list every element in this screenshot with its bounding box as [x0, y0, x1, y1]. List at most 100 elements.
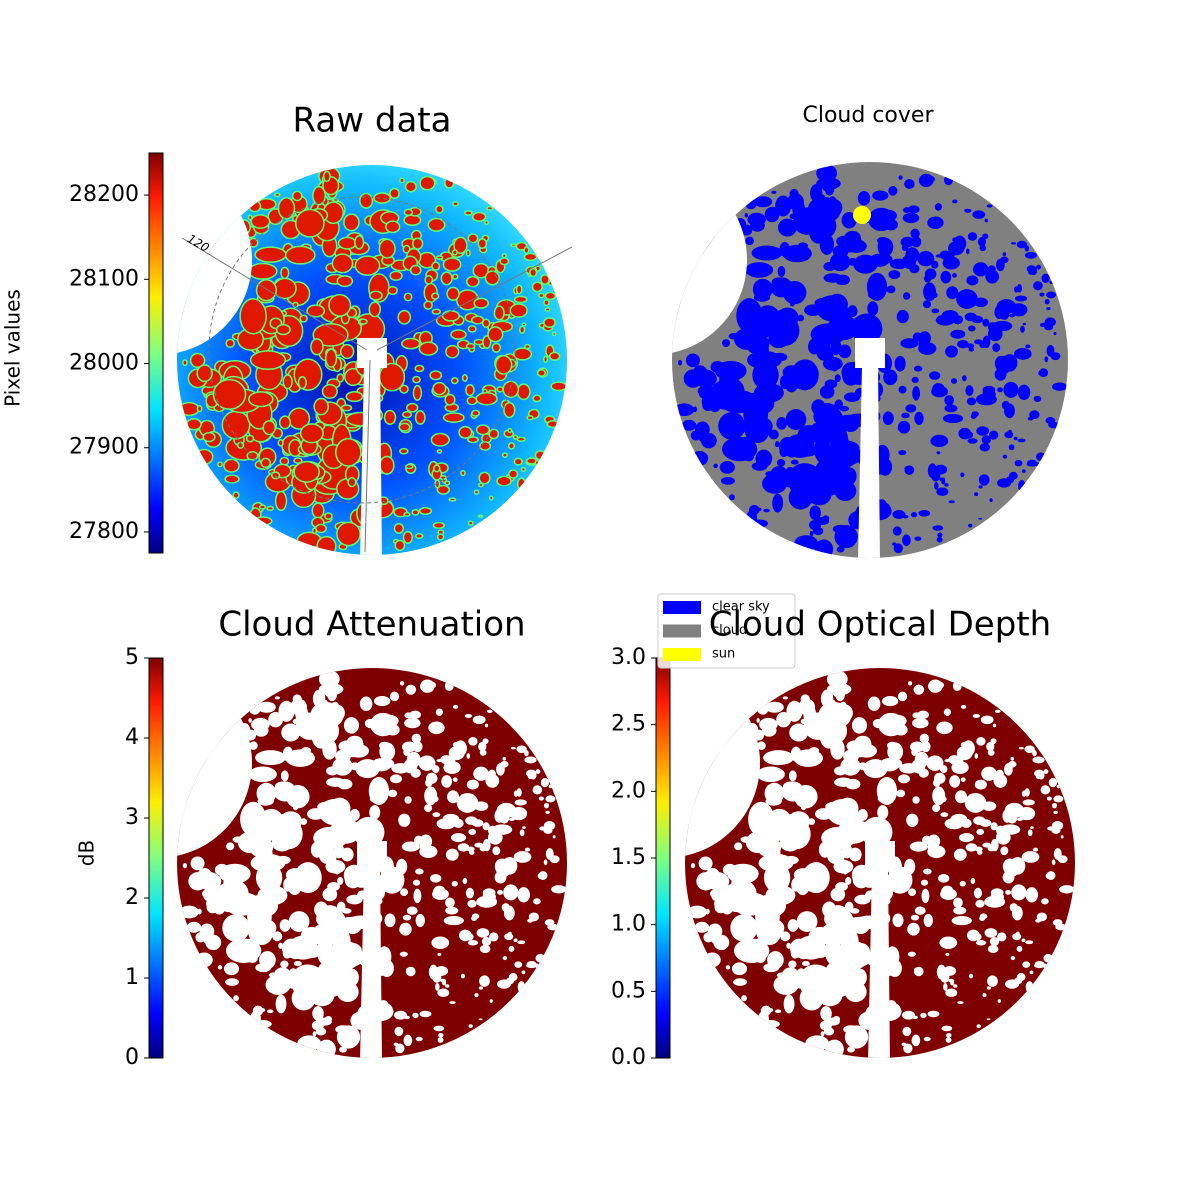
cloud-patch: [771, 190, 777, 194]
cloud-patch: [1046, 291, 1057, 299]
cloud-patch: [275, 323, 291, 336]
cloud-patch: [224, 474, 240, 484]
cloud-patch: [1021, 469, 1026, 473]
cloud-patch: [282, 374, 293, 390]
cloud-patch: [901, 412, 910, 419]
cloud-patch: [863, 759, 888, 779]
cloud-patch: [997, 478, 1012, 488]
cloud-patch: [249, 507, 262, 525]
cloud-patch: [322, 738, 337, 760]
cloud-patch: [965, 385, 974, 397]
cloud-patch: [536, 369, 547, 377]
cloud-patch: [809, 505, 821, 521]
horizon-mask: [177, 165, 242, 210]
cloud-patch: [831, 705, 852, 727]
cloud-patch: [335, 437, 362, 467]
cloud-patch: [225, 338, 235, 349]
cloud-patch: [513, 938, 518, 943]
cloud-patch: [1044, 356, 1049, 363]
cloud-patch: [841, 212, 857, 229]
cloud-patch: [1022, 799, 1035, 806]
cloud-patch: [932, 525, 944, 531]
cloud-patch: [294, 208, 325, 238]
cloud-patch: [467, 899, 477, 908]
cloud-patch: [481, 318, 491, 329]
cloud-patch: [830, 887, 846, 902]
cloud-patch: [752, 278, 773, 300]
cloud-patch: [789, 188, 799, 198]
cloud-patch: [1044, 317, 1056, 327]
cloud-patch: [1022, 322, 1027, 326]
cloud-patch: [692, 406, 698, 413]
cloud-patch: [753, 196, 773, 208]
cloud-patch: [923, 274, 932, 283]
cloud-patch: [943, 982, 948, 991]
cloud-patch: [966, 275, 979, 286]
cloud-patch: [1005, 889, 1012, 895]
cloud-patch: [1053, 810, 1058, 814]
colorbar: [148, 152, 164, 554]
cloud-patch: [196, 405, 203, 413]
cloud-patch: [779, 975, 788, 982]
cloud-patch: [718, 412, 746, 440]
cloud-patch: [521, 322, 527, 327]
cloud-patch: [1011, 905, 1023, 921]
cloud-patch: [836, 546, 845, 553]
cloud-patch: [1057, 855, 1068, 864]
cloud-patch: [920, 1012, 927, 1018]
cloud-patch: [471, 409, 481, 417]
cloud-patch: [774, 1009, 782, 1014]
cloud-patch: [756, 894, 781, 910]
cloud-patch: [882, 695, 899, 707]
cloud-patch: [447, 790, 460, 804]
cloud-patch: [725, 965, 731, 970]
cloud-patch: [974, 753, 979, 759]
cloud-patch: [1025, 981, 1034, 994]
cloud-patch: [288, 911, 310, 932]
cloud-patch: [484, 723, 489, 728]
cloud-patch: [802, 862, 830, 894]
cloud-patch: [801, 805, 806, 811]
cloud-patch: [746, 510, 758, 526]
cloud-patch: [787, 919, 799, 932]
cloud-patch: [478, 471, 491, 485]
cloud-patch: [437, 952, 442, 956]
cloud-patch: [742, 436, 750, 443]
cloud-patch: [307, 808, 325, 820]
cloud-patch: [476, 928, 490, 938]
cloud-patch: [923, 868, 932, 875]
cloud-patch: [259, 1008, 266, 1013]
cloud-patch: [299, 314, 308, 323]
cloud-patch: [1041, 273, 1050, 283]
cloud-patch: [849, 908, 860, 914]
cloud-patch: [982, 993, 987, 998]
cloud-patch: [249, 703, 261, 715]
cloud-patch: [1050, 352, 1061, 361]
cloud-patch: [957, 1001, 964, 1005]
cloud-patch: [912, 386, 921, 401]
cloud-patch: [834, 374, 841, 383]
cloud-patch: [316, 535, 337, 555]
colorbar-tick-label: 5: [125, 645, 139, 670]
cloud-patch: [419, 1010, 432, 1018]
cloud-patch: [1043, 953, 1053, 963]
cloud-patch: [1013, 436, 1018, 441]
cloud-patch: [471, 211, 487, 222]
cloud-patch: [405, 967, 413, 972]
cloud-patch: [512, 434, 519, 440]
cloud-patch: [997, 387, 1004, 393]
cloud-patch: [986, 741, 995, 752]
cloud-patch: [443, 916, 464, 926]
cloud-patch: [971, 411, 979, 417]
colorbar-tick-label: 2.5: [611, 712, 646, 737]
cloud-patch: [487, 830, 503, 845]
cloud-patch: [403, 208, 414, 217]
cloud-patch: [773, 324, 787, 335]
cloud-patch: [481, 937, 492, 946]
cloud-patch: [917, 710, 929, 719]
cloud-patch: [978, 474, 990, 486]
cloud-patch: [300, 818, 308, 825]
cloud-patch: [976, 737, 986, 746]
cloud-patch: [310, 841, 323, 858]
cloud-patch: [1036, 264, 1041, 270]
